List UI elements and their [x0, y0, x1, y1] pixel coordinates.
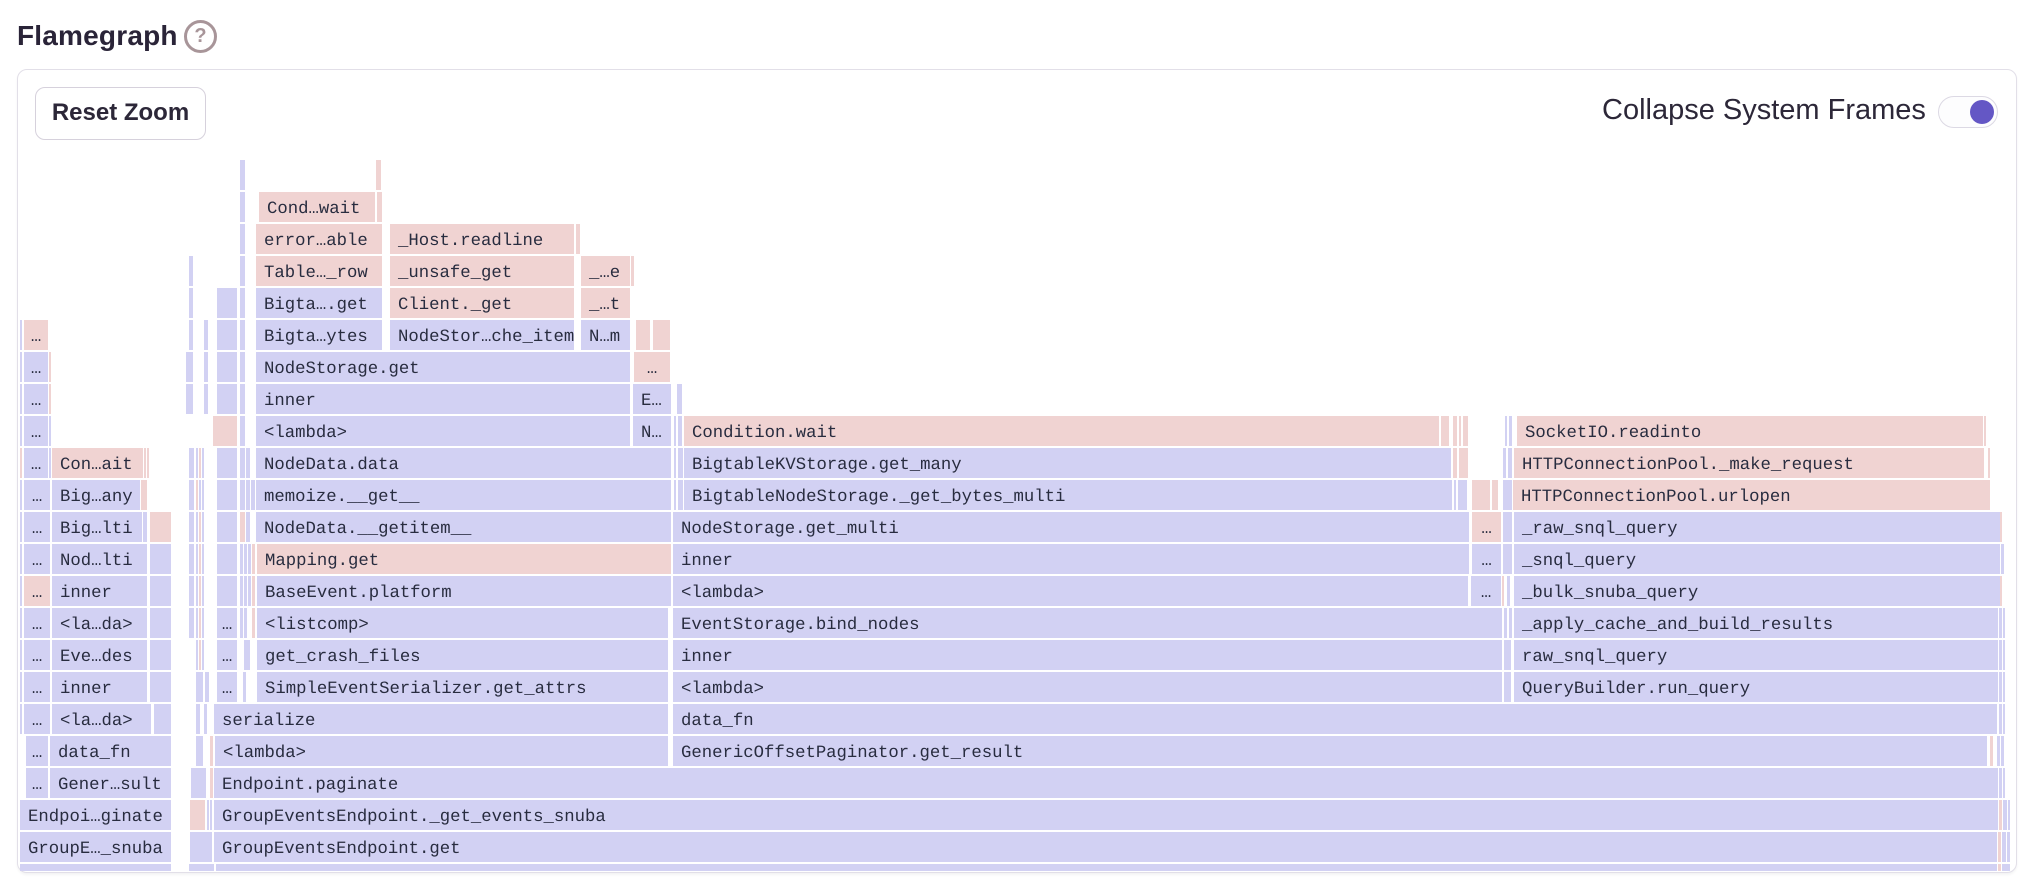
- svg-text:BaseEvent.platform: BaseEvent.platform: [265, 584, 452, 603]
- svg-text:NodeStor…che_item: NodeStor…che_item: [398, 328, 574, 347]
- svg-text:NodeStorage.get_multi: NodeStorage.get_multi: [681, 520, 899, 539]
- svg-text:…: …: [32, 520, 42, 539]
- svg-text:Table…_row: Table…_row: [264, 264, 368, 283]
- svg-text:HTTPConnectionPool._make_reque: HTTPConnectionPool._make_request: [1522, 456, 1854, 475]
- svg-text:inner: inner: [264, 392, 316, 411]
- svg-text:_snql_query: _snql_query: [1521, 552, 1636, 571]
- svg-text:…: …: [222, 648, 232, 667]
- svg-text:N…m: N…m: [589, 328, 620, 347]
- svg-text:Cond…wait: Cond…wait: [267, 200, 360, 219]
- svg-text:data_fn: data_fn: [58, 744, 131, 763]
- svg-text:…: …: [647, 360, 657, 379]
- svg-text:Gener…sult: Gener…sult: [58, 776, 162, 795]
- svg-text:data_fn: data_fn: [681, 712, 754, 731]
- svg-text:GenericOffsetPaginator.get_res: GenericOffsetPaginator.get_result: [681, 744, 1023, 763]
- svg-text:SocketIO.readinto: SocketIO.readinto: [1525, 424, 1701, 443]
- svg-text:…: …: [32, 776, 42, 795]
- svg-text:N…: N…: [641, 424, 662, 443]
- svg-text:Condition.wait: Condition.wait: [692, 424, 837, 443]
- svg-text:…: …: [32, 648, 42, 667]
- svg-text:…: …: [31, 424, 41, 443]
- svg-text:GroupEventsEndpoint.get: GroupEventsEndpoint.get: [222, 840, 461, 859]
- svg-text:NodeData.data: NodeData.data: [264, 456, 399, 475]
- svg-text:…: …: [31, 328, 41, 347]
- svg-text:_…t: _…t: [588, 296, 620, 315]
- svg-text:Endpoi…ginate: Endpoi…ginate: [28, 808, 163, 827]
- svg-text:Eve…des: Eve…des: [60, 648, 133, 667]
- svg-text:_Host.readline: _Host.readline: [397, 232, 543, 251]
- svg-text:_apply_cache_and_build_results: _apply_cache_and_build_results: [1521, 616, 1833, 635]
- svg-text:BigtableKVStorage.get_many: BigtableKVStorage.get_many: [692, 456, 962, 475]
- svg-text:GroupE…_snuba: GroupE…_snuba: [28, 840, 163, 859]
- svg-text:HTTPConnectionPool.urlopen: HTTPConnectionPool.urlopen: [1521, 488, 1791, 507]
- svg-text:QueryBuilder.run_query: QueryBuilder.run_query: [1522, 680, 1750, 699]
- svg-text:_bulk_snuba_query: _bulk_snuba_query: [1521, 584, 1698, 603]
- svg-text:…: …: [32, 744, 42, 763]
- svg-text:<listcomp>: <listcomp>: [265, 616, 369, 635]
- svg-text:<lambda>: <lambda>: [223, 744, 306, 763]
- svg-text:…: …: [222, 680, 232, 699]
- svg-text:NodeStorage.get: NodeStorage.get: [264, 360, 420, 379]
- svg-text:get_crash_files: get_crash_files: [265, 648, 421, 667]
- svg-text:inner: inner: [60, 584, 112, 603]
- svg-text:BigtableNodeStorage._get_bytes: BigtableNodeStorage._get_bytes_multi: [692, 488, 1065, 507]
- svg-text:inner: inner: [60, 680, 112, 699]
- svg-text:serialize: serialize: [222, 712, 315, 731]
- svg-text:…: …: [32, 552, 42, 571]
- svg-text:…: …: [1481, 584, 1491, 603]
- svg-text:_raw_snql_query: _raw_snql_query: [1521, 520, 1678, 539]
- svg-text:Endpoint.paginate: Endpoint.paginate: [222, 776, 398, 795]
- svg-text:<lambda>: <lambda>: [264, 424, 347, 443]
- svg-text:<lambda>: <lambda>: [681, 680, 764, 699]
- svg-text:NodeData.__getitem__: NodeData.__getitem__: [264, 520, 472, 539]
- svg-text:Bigta….get: Bigta….get: [264, 296, 368, 315]
- svg-text:…: …: [1481, 520, 1491, 539]
- svg-text:raw_snql_query: raw_snql_query: [1522, 648, 1667, 667]
- svg-text:inner: inner: [681, 552, 733, 571]
- svg-text:<la…da>: <la…da>: [60, 616, 133, 635]
- svg-text:EventStorage.bind_nodes: EventStorage.bind_nodes: [681, 616, 920, 635]
- svg-text:_…e: _…e: [588, 264, 620, 283]
- svg-text:memoize.__get__: memoize.__get__: [264, 488, 420, 507]
- svg-text:…: …: [32, 488, 42, 507]
- svg-text:Mapping.get: Mapping.get: [265, 552, 379, 571]
- svg-text:…: …: [31, 360, 41, 379]
- svg-text:…: …: [222, 616, 232, 635]
- svg-text:Big…any: Big…any: [60, 488, 133, 507]
- svg-text:…: …: [32, 680, 42, 699]
- svg-text:<la…da>: <la…da>: [60, 712, 133, 731]
- svg-text:<lambda>: <lambda>: [681, 584, 764, 603]
- svg-text:…: …: [32, 712, 42, 731]
- svg-text:GroupEventsEndpoint._get_event: GroupEventsEndpoint._get_events_snuba: [222, 808, 606, 827]
- svg-text:…: …: [32, 584, 42, 603]
- svg-text:…: …: [1481, 552, 1491, 571]
- svg-text:Bigta…ytes: Bigta…ytes: [264, 328, 368, 347]
- svg-text:Con…ait: Con…ait: [60, 456, 133, 475]
- svg-text:…: …: [32, 616, 42, 635]
- svg-text:Client._get: Client._get: [398, 296, 512, 315]
- svg-text:inner: inner: [681, 648, 733, 667]
- svg-text:…: …: [31, 392, 41, 411]
- svg-text:Big…lti: Big…lti: [60, 520, 133, 539]
- svg-text:Nod…lti: Nod…lti: [60, 552, 133, 571]
- svg-text:…: …: [31, 456, 41, 475]
- svg-text:error…able: error…able: [264, 232, 368, 251]
- svg-text:E…: E…: [641, 392, 662, 411]
- svg-text:_unsafe_get: _unsafe_get: [397, 264, 512, 283]
- svg-text:SimpleEventSerializer.get_attr: SimpleEventSerializer.get_attrs: [265, 680, 586, 699]
